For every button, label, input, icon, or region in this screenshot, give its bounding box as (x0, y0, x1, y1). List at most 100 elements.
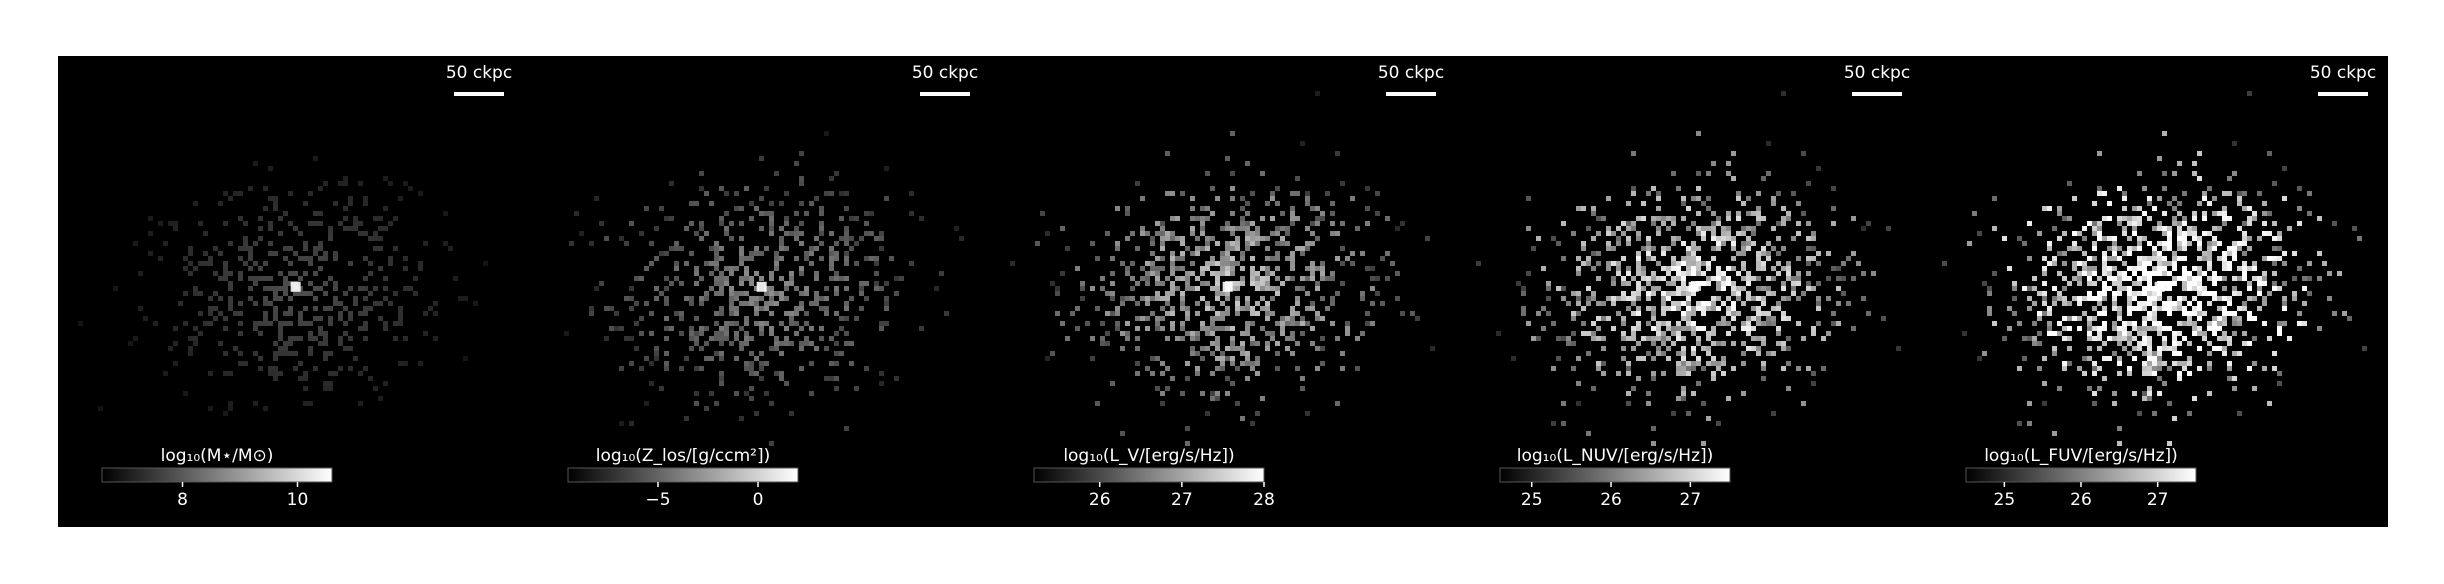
pixel (2222, 206, 2227, 211)
pixel (1706, 301, 1711, 306)
pixel (1375, 291, 1380, 296)
pixel (2222, 261, 2227, 266)
pixel (744, 276, 749, 281)
pixel (323, 181, 328, 186)
pixel (1676, 286, 1681, 291)
pixel (408, 186, 413, 191)
pixel (333, 251, 338, 256)
pixel (2087, 266, 2092, 271)
pixel (864, 256, 869, 261)
pixel (2107, 286, 2112, 291)
pixel (1701, 441, 1706, 446)
pixel (1395, 226, 1400, 231)
pixel (699, 276, 704, 281)
pixel (1751, 226, 1756, 231)
pixel (1215, 366, 1220, 371)
pixel (1511, 356, 1516, 361)
pixel (874, 271, 879, 276)
pixel (1841, 261, 1846, 266)
pixel (398, 316, 403, 321)
pixel (2147, 286, 2152, 291)
pixel (1646, 296, 1651, 301)
pixel (649, 361, 654, 366)
pixel (1646, 391, 1651, 396)
pixel (1080, 286, 1085, 291)
pixel (193, 326, 198, 331)
pixel (323, 291, 328, 296)
pixel (1786, 271, 1791, 276)
pixel (1245, 226, 1250, 231)
pixel (2177, 246, 2182, 251)
pixel (2082, 251, 2087, 256)
pixel (709, 201, 714, 206)
pixel (1315, 366, 1320, 371)
pixel (388, 181, 393, 186)
pixel (659, 206, 664, 211)
pixel (1676, 236, 1681, 241)
pixel (1526, 226, 1531, 231)
pixel (1235, 296, 1240, 301)
pixel (1751, 326, 1756, 331)
pixel (2147, 326, 2152, 331)
pixel (2167, 326, 2172, 331)
pixel (423, 311, 428, 316)
pixel (1305, 276, 1310, 281)
pixel (1205, 326, 1210, 331)
pixel (263, 316, 268, 321)
pixel (699, 221, 704, 226)
pixel (1145, 231, 1150, 236)
pixel (1646, 336, 1651, 341)
pixel (1646, 191, 1651, 196)
colorbar-tick-label: 26 (1600, 490, 1622, 510)
pixel (1761, 341, 1766, 346)
pixel (1786, 266, 1791, 271)
pixel (2197, 266, 2202, 271)
pixel (173, 221, 178, 226)
pixel (1245, 331, 1250, 336)
pixel (1165, 231, 1170, 236)
pixel (1561, 336, 1566, 341)
pixel (1255, 271, 1260, 276)
pixel (1536, 236, 1541, 241)
pixel (2092, 326, 2097, 331)
pixel (1646, 291, 1651, 296)
pixel (849, 361, 854, 366)
pixel (814, 236, 819, 241)
pixel (2207, 276, 2212, 281)
pixel (1300, 376, 1305, 381)
pixel (1335, 256, 1340, 261)
pixel (1250, 236, 1255, 241)
pixel (2172, 341, 2177, 346)
pixel (1621, 356, 1626, 361)
pixel (2212, 316, 2217, 321)
pixel (1651, 256, 1656, 261)
pixel (874, 236, 879, 241)
pixel (1240, 341, 1245, 346)
pixel (1195, 371, 1200, 376)
pixel (824, 191, 829, 196)
pixel (1215, 196, 1220, 201)
pixel (1651, 311, 1656, 316)
pixel (1170, 321, 1175, 326)
pixel (1290, 221, 1295, 226)
pixel (744, 256, 749, 261)
pixel (2192, 161, 2197, 166)
pixel (734, 206, 739, 211)
pixel (213, 316, 218, 321)
pixel (2167, 286, 2172, 291)
pixel (1290, 321, 1295, 326)
pixel (1781, 246, 1786, 251)
pixel (2117, 371, 2122, 376)
pixel (1691, 261, 1696, 266)
pixel (1651, 336, 1656, 341)
pixel (2177, 306, 2182, 311)
pixel (1781, 206, 1786, 211)
pixel (1851, 216, 1856, 221)
colorbar-tick-label: 28 (1253, 490, 1275, 510)
pixel (719, 376, 724, 381)
pixel (2017, 321, 2022, 326)
pixel (564, 331, 569, 336)
pixel (2257, 281, 2262, 286)
pixel (298, 256, 303, 261)
pixel (2157, 251, 2162, 256)
